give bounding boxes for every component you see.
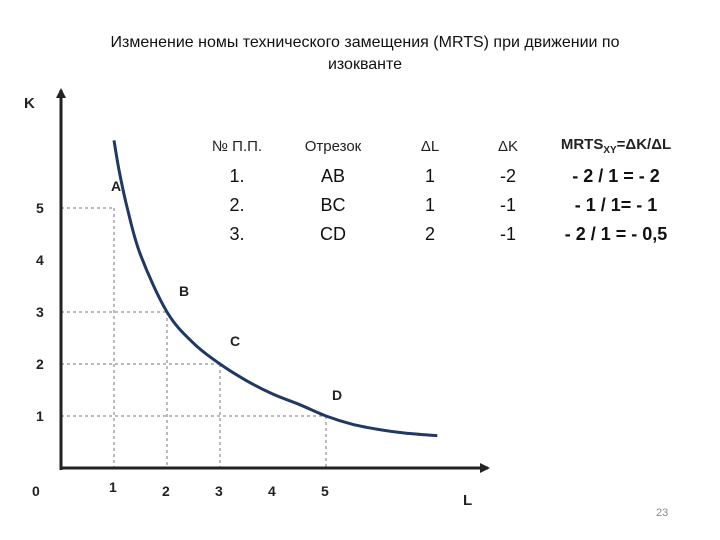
cell-delta-l: 1	[424, 166, 435, 186]
cell-number: 2.	[229, 195, 245, 215]
cell-number: 1.	[229, 166, 245, 186]
y-tick-labels: 1 2 3 4 5	[36, 200, 44, 424]
x-tick-label: 0	[32, 483, 40, 499]
mrts-table: № П.П. Отрезок ΔL ΔK MRTSXY=ΔK/ΔL 1. AB …	[196, 130, 688, 249]
header-segment: Отрезок	[304, 137, 362, 155]
mrts-symbol: MRTS	[560, 136, 604, 153]
x-tick-label: 1	[109, 479, 117, 495]
isoquant-curve	[112, 140, 438, 438]
cell-delta-k: -1	[499, 195, 516, 215]
cell-delta-l: 2	[424, 224, 435, 244]
point-label-a: A	[111, 178, 121, 194]
point-label-c: C	[230, 333, 240, 349]
cell-delta-l: 1	[424, 195, 435, 215]
table-row: 1. AB 1 -2 - 2 / 1 = - 2	[196, 162, 688, 191]
table-header-row: № П.П. Отрезок ΔL ΔK MRTSXY=ΔK/ΔL	[196, 130, 688, 162]
point-label-b: B	[179, 283, 189, 299]
table-row: 2. BC 1 -1 - 1 / 1= - 1	[196, 191, 688, 220]
table-row: 3. CD 2 -1 - 2 / 1 = - 0,5	[196, 220, 688, 249]
cell-segment: BC	[320, 195, 346, 215]
cell-delta-k: -1	[499, 224, 516, 244]
x-tick-label: 3	[215, 483, 223, 499]
title-line-2: изокванте	[327, 56, 403, 73]
x-tick-label: 2	[162, 483, 170, 499]
cell-mrts: - 2 / 1 = - 2	[572, 166, 660, 186]
cell-segment: AB	[320, 166, 345, 186]
y-tick-label: 1	[36, 408, 44, 424]
cell-mrts: - 2 / 1 = - 0,5	[564, 224, 668, 244]
header-delta-k: ΔK	[497, 137, 519, 155]
x-tick-labels: 0 1 2 3 4 5	[32, 479, 329, 499]
header-mrts: MRTSXY=ΔK/ΔL	[544, 130, 688, 162]
y-tick-label: 5	[36, 200, 44, 216]
page-number: 23	[656, 507, 669, 519]
cell-mrts: - 1 / 1= - 1	[574, 195, 658, 215]
header-delta-l: ΔL	[420, 137, 440, 155]
x-axis-label: L	[463, 492, 472, 509]
y-tick-label: 4	[36, 252, 44, 268]
slide-title: Изменение номы технического замещения (M…	[40, 32, 690, 76]
dashed-guides	[61, 207, 327, 468]
x-tick-label: 4	[268, 483, 276, 499]
x-tick-label: 5	[321, 483, 329, 499]
cell-number: 3.	[229, 224, 245, 244]
cell-segment: CD	[320, 224, 346, 244]
header-number: № П.П.	[211, 137, 263, 155]
title-line-1: Изменение номы технического замещения (M…	[110, 34, 620, 51]
point-label-d: D	[332, 387, 342, 403]
mrts-subscript: XY	[603, 145, 617, 156]
mrts-formula: =ΔK/ΔL	[616, 136, 672, 153]
cell-delta-k: -2	[499, 166, 516, 186]
point-labels: A B C D	[111, 178, 342, 403]
y-axis-label: K	[24, 95, 35, 112]
y-tick-label: 2	[36, 356, 44, 372]
y-tick-label: 3	[36, 304, 44, 320]
